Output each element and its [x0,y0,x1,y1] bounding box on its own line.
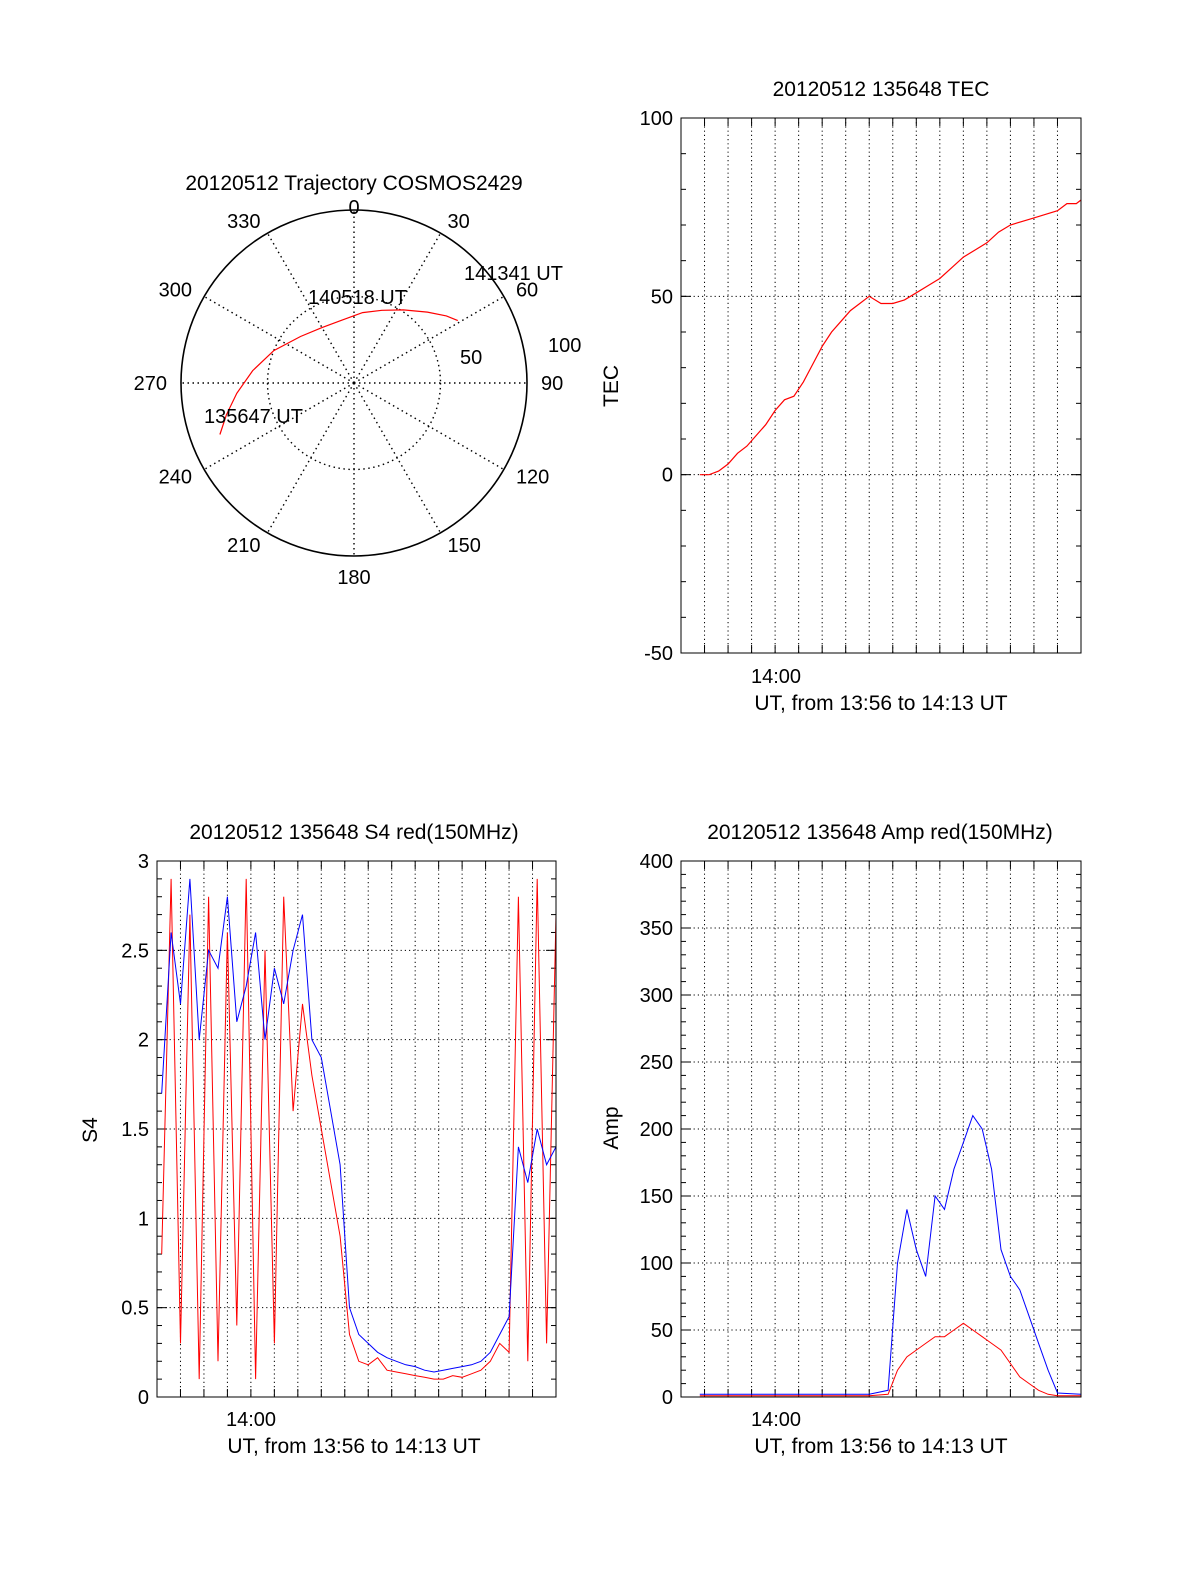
tec-grid [680,117,1082,654]
radial-label-50: 50 [460,347,482,369]
amp-title: 20120512 135648 Amp red(150MHz) [707,821,1053,844]
azimuth-label-0: 0 [348,197,359,219]
polar-spoke-60 [353,295,505,384]
tec-plot: 20120512 135648 TEC -50 0 50 100 14:00 UT, … [600,78,1082,715]
s4-plot: 20120512 135648 S4 red(150MHz) 0 0.5 1 1.5 2… [79,821,557,1458]
s4-x-axis-label: UT, from 13:56 to 14:13 UT [227,1435,480,1458]
polar-spoke-30 [353,232,442,384]
amp-plot: 20120512 135648 Amp red(150MHz) 0 50 100 15… [600,821,1082,1458]
trajectory-line [219,309,459,435]
tec-series-red [699,199,1082,476]
tec-y-axis-label: TEC [600,365,623,407]
annotation-start-time: 135647 UT [204,406,303,428]
s4-series-blue [161,878,557,1373]
azimuth-label-210: 210 [227,535,260,557]
y-tick-label--50: -50 [644,643,673,665]
y-tick-label-350: 350 [640,918,673,940]
y-tick-label-3: 3 [138,851,149,873]
tec-y-tick-labels: -50 0 50 100 [640,108,673,665]
azimuth-label-90: 90 [541,373,563,395]
s4-x-tick-1400: 14:00 [226,1409,276,1431]
amp-series-blue [699,1114,1082,1395]
polar-grid [181,210,527,556]
annotation-mid-time: 140518 UT [308,287,407,309]
tec-title: 20120512 135648 TEC [773,78,990,101]
amp-x-axis-label: UT, from 13:56 to 14:13 UT [754,1435,1007,1458]
polar-spoke-240 [203,382,355,471]
y-tick-label-0: 0 [662,465,673,487]
tec-frame [680,117,1082,654]
tec-x-tick-1400: 14:00 [751,666,801,688]
tec-x-axis-label: UT, from 13:56 to 14:13 UT [754,692,1007,715]
y-tick-label-50: 50 [651,1320,673,1342]
polar-spoke-150 [353,382,442,534]
y-tick-label-100: 100 [640,108,673,130]
radial-label-100: 100 [548,335,581,357]
azimuth-label-30: 30 [448,211,470,233]
y-tick-label-300: 300 [640,985,673,1007]
y-tick-label-2.5: 2.5 [121,940,149,962]
amp-y-tick-labels: 0 50 100 150 200 250 300 350 400 [640,851,673,1409]
y-tick-label-1: 1 [138,1208,149,1230]
azimuth-label-150: 150 [448,535,481,557]
annotation-end-time: 141341 UT [464,263,563,285]
azimuth-label-240: 240 [159,467,192,489]
azimuth-label-60: 60 [516,280,538,302]
azimuth-labels: 0 30 60 90 120 150 180 210 240 270 300 330 [134,197,564,589]
s4-y-axis-label: S4 [79,1117,102,1143]
polar-spoke-330 [266,232,355,384]
polar-spoke-120 [353,382,505,471]
y-tick-label-250: 250 [640,1052,673,1074]
amp-y-axis-label: Amp [600,1106,623,1149]
amp-frame [680,860,1082,1398]
amp-x-tick-1400: 14:00 [751,1409,801,1431]
trajectory-title: 20120512 Trajectory COSMOS2429 [185,172,522,195]
y-tick-label-100: 100 [640,1253,673,1275]
s4-y-tick-labels: 0 0.5 1 1.5 2 2.5 3 [121,851,149,1409]
y-tick-label-200: 200 [640,1119,673,1141]
y-tick-label-400: 400 [640,851,673,873]
y-tick-label-0: 0 [662,1387,673,1409]
y-tick-label-0: 0 [138,1387,149,1409]
trajectory-polar-plot: 20120512 Trajectory COSMOS2429 0 30 60 90 12… [134,172,582,589]
y-tick-label-150: 150 [640,1186,673,1208]
polar-spoke-210 [266,382,355,534]
azimuth-label-270: 270 [134,373,167,395]
azimuth-label-180: 180 [337,567,370,589]
amp-grid [680,860,1082,1398]
azimuth-label-330: 330 [227,211,260,233]
y-tick-label-0.5: 0.5 [121,1298,149,1320]
azimuth-label-120: 120 [516,467,549,489]
s4-title: 20120512 135648 S4 red(150MHz) [189,821,518,844]
azimuth-label-300: 300 [159,280,192,302]
y-tick-label-50: 50 [651,286,673,308]
polar-outer-ring [180,209,528,557]
polar-spoke-300 [203,295,355,384]
s4-frame [156,860,557,1398]
s4-series-red [161,878,557,1380]
y-tick-label-1.5: 1.5 [121,1119,149,1141]
y-tick-label-2: 2 [138,1030,149,1052]
amp-series-red [699,1322,1081,1397]
